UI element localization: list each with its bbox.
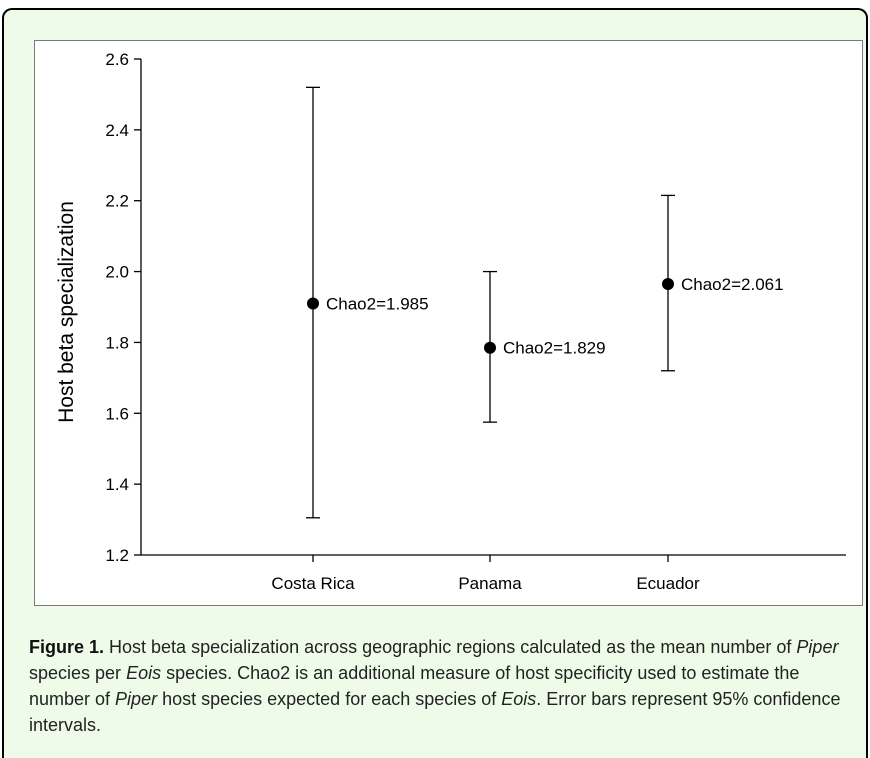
caption-text-2: species per xyxy=(29,663,127,683)
chart-svg: 1.2 1.4 1.6 1.8 2.0 2.2 2.4 2.6 Host beta specia… xyxy=(55,50,846,593)
caption-genus-piper: Piper xyxy=(796,637,839,657)
point-annotation: Chao2=2.061 xyxy=(681,275,784,294)
figure-caption: Figure 1. Host beta specialization acros… xyxy=(29,634,849,738)
y-tick-label: 2.2 xyxy=(105,192,129,211)
y-tick-label: 1.4 xyxy=(105,475,129,494)
point-annotation: Chao2=1.985 xyxy=(326,294,429,313)
figure-panel: 1.2 1.4 1.6 1.8 2.0 2.2 2.4 2.6 Host beta specia… xyxy=(2,8,868,758)
caption-text-3: species. Chao2 is an additional measure … xyxy=(29,663,800,709)
caption-genus-eois: Eois xyxy=(126,663,162,683)
x-tick-label: Ecuador xyxy=(636,574,700,593)
chart-area: 1.2 1.4 1.6 1.8 2.0 2.2 2.4 2.6 Host beta specia… xyxy=(34,40,863,606)
y-tick-label: 1.2 xyxy=(105,546,129,565)
data-point xyxy=(484,341,496,354)
caption-genus-eois: Eois xyxy=(501,689,537,709)
caption-genus-piper: Piper xyxy=(115,689,158,709)
point-annotation: Chao2=1.829 xyxy=(503,339,606,358)
caption-text-4: host species expected for each species o… xyxy=(157,689,502,709)
y-tick-label: 2.0 xyxy=(105,263,129,282)
y-axis-label: Host beta specialization xyxy=(55,201,78,423)
caption-text-5: . Error bars represent 95% confidence in… xyxy=(29,689,841,735)
data-point xyxy=(662,277,674,290)
x-tick-label: Costa Rica xyxy=(271,574,355,593)
caption-text-1: Host beta specialization across geograph… xyxy=(104,637,797,657)
x-tick-label: Panama xyxy=(458,574,522,593)
y-tick-label: 1.8 xyxy=(105,333,129,352)
y-tick-label: 1.6 xyxy=(105,404,129,423)
data-point xyxy=(307,297,319,310)
y-tick-label: 2.6 xyxy=(105,50,129,69)
figure-label: Figure 1. xyxy=(29,637,105,657)
y-tick-label: 2.4 xyxy=(105,121,129,140)
